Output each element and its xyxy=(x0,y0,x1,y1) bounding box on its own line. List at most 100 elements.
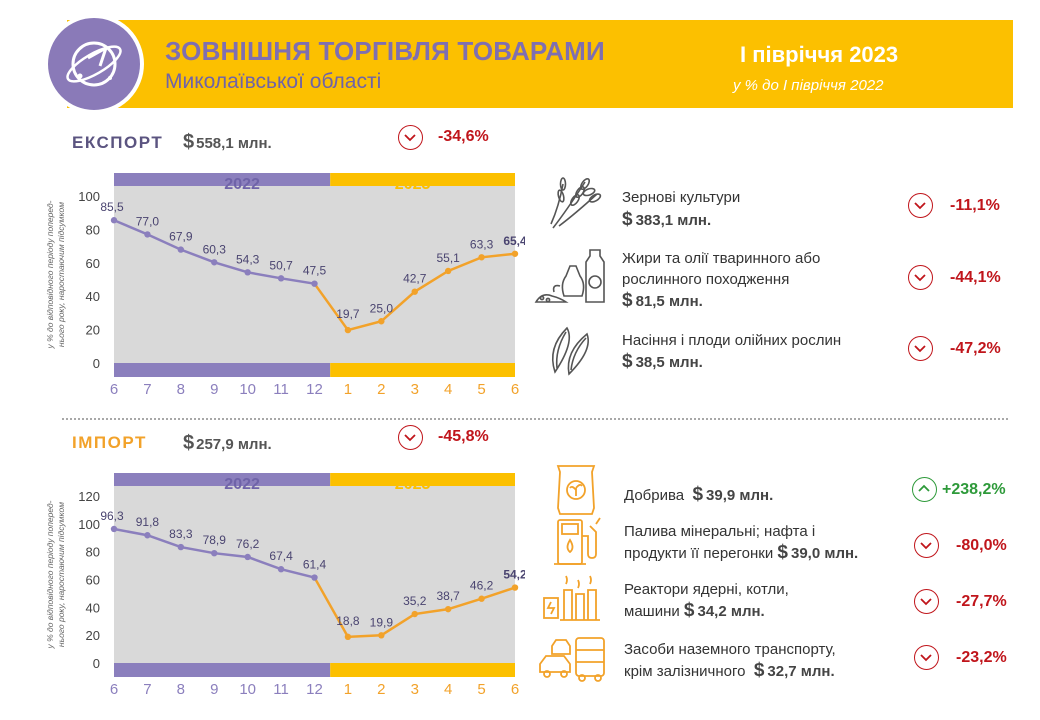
export-data-point xyxy=(211,259,218,266)
export-product-change: -44,1% xyxy=(950,269,1001,286)
power-plant-icon xyxy=(540,570,604,628)
import-band-2022 xyxy=(114,473,331,486)
export-plot-background xyxy=(114,186,515,363)
import-data-point xyxy=(211,549,218,557)
export-y-tick: 100 xyxy=(78,189,100,204)
export-data-label: 54,3 xyxy=(236,252,260,266)
logo xyxy=(44,14,144,114)
export-data-label: 50,7 xyxy=(269,258,293,272)
export-x-tick: 9 xyxy=(210,381,218,398)
comparison-label: у % до І півріччя 2022 xyxy=(733,77,884,94)
export-product-value: $38,5 млн. xyxy=(622,351,703,372)
export-product-value-text: 38,5 млн. xyxy=(635,354,703,371)
import-data-point xyxy=(244,553,251,561)
import-x-tick: 11 xyxy=(273,681,289,698)
import-data-label: 18,8 xyxy=(336,614,360,628)
export-total: $558,1 млн. xyxy=(183,131,272,153)
import-data-label: 35,2 xyxy=(403,594,427,608)
page-title: ЗОВНІШНЯ ТОРГІВЛЯ ТОВАРАМИ xyxy=(165,36,605,66)
wheat-icon xyxy=(545,170,605,229)
export-x-tick: 7 xyxy=(143,381,151,398)
import-y-tick: 120 xyxy=(78,489,100,504)
import-product-value: 39,9 млн. xyxy=(706,487,774,504)
import-year-label-2022: 2022 xyxy=(224,476,260,493)
export-data-point xyxy=(110,217,118,224)
import-y-axis-label: у % до відповідного періоду поперед- xyxy=(45,500,55,649)
page-subtitle: Миколаївської області xyxy=(165,70,382,93)
import-total: $257,9 млн. xyxy=(183,432,272,454)
up-arrow-icon xyxy=(912,477,937,502)
export-product-name: Жири та олії тваринного або xyxy=(622,250,821,267)
export-x-tick: 10 xyxy=(239,381,256,398)
down-arrow-icon xyxy=(914,533,939,558)
export-y-tick: 80 xyxy=(86,222,100,237)
export-product-name-line2: рослинного походження xyxy=(622,271,790,288)
export-product-value-text: 383,1 млн. xyxy=(635,212,712,229)
export-x-tick: 5 xyxy=(477,381,485,398)
import-y-tick: 100 xyxy=(78,517,100,532)
import-x-tick: 1 xyxy=(344,681,352,698)
header-band xyxy=(67,20,1013,108)
export-product-value-text: 81,5 млн. xyxy=(635,293,703,310)
export-data-point xyxy=(511,250,519,257)
down-arrow-icon xyxy=(398,125,423,150)
export-data-label: 63,3 xyxy=(470,237,494,251)
import-data-point xyxy=(277,566,285,573)
import-y-tick: 20 xyxy=(86,628,100,643)
down-arrow-icon xyxy=(914,589,939,614)
import-product-change: -80,0% xyxy=(956,537,1007,554)
import-change: -45,8% xyxy=(438,428,489,445)
export-x-tick: 3 xyxy=(411,381,419,398)
import-x-tick: 6 xyxy=(511,681,519,698)
export-data-point xyxy=(177,246,185,253)
export-y-tick: 20 xyxy=(86,323,100,338)
import-bottom-band-2023 xyxy=(330,663,515,677)
sunflower-seeds-icon xyxy=(545,318,605,376)
import-product-value: 34,2 млн. xyxy=(697,603,765,620)
import-product-change: +238,2% xyxy=(942,481,1006,498)
export-chart: 2022 2023 0 20 40 60 80 100 у % до відповідного … xyxy=(45,155,525,398)
export-bottom-band-2023 xyxy=(330,363,515,377)
import-product-row: продукти її перегонки $39,0 млн. xyxy=(624,542,859,563)
import-y-tick: 80 xyxy=(86,545,100,560)
import-x-tick: 4 xyxy=(444,681,452,698)
import-product-name: Палива мінеральні; нафта і xyxy=(624,523,816,540)
export-data-point xyxy=(378,318,385,325)
export-bottom-band-2022 xyxy=(114,363,331,377)
import-product-name-line2: машини xyxy=(624,603,680,620)
import-x-tick: 7 xyxy=(143,681,151,698)
oil-bottles-icon xyxy=(530,246,606,304)
import-total-value: 257,9 млн. xyxy=(196,436,272,453)
import-data-label: 76,2 xyxy=(236,537,260,551)
import-x-tick: 10 xyxy=(239,681,256,698)
export-data-label: 55,1 xyxy=(436,251,460,265)
export-data-point xyxy=(244,269,251,276)
export-y-tick: 60 xyxy=(86,256,100,271)
import-y-axis-label-line2: нього року, наростаючим підсумком xyxy=(56,502,66,647)
globe-with-arrow-icon xyxy=(66,41,122,87)
export-data-point xyxy=(478,254,485,261)
import-product-change: -27,7% xyxy=(956,593,1007,610)
import-y-tick: 0 xyxy=(93,656,100,671)
down-arrow-icon xyxy=(908,336,933,361)
export-data-point xyxy=(144,231,151,238)
export-x-tick: 11 xyxy=(273,381,289,398)
export-data-point xyxy=(444,267,452,275)
import-y-tick: 40 xyxy=(86,600,100,615)
export-data-point xyxy=(411,288,418,295)
import-data-point xyxy=(411,610,418,618)
import-label: ІМПОРТ xyxy=(72,433,147,452)
import-data-label: 46,2 xyxy=(470,579,494,593)
export-data-label: 25,0 xyxy=(370,301,394,315)
export-data-label: 42,7 xyxy=(403,272,427,286)
export-data-label: 77,0 xyxy=(136,214,160,228)
export-product-value: $81,5 млн. xyxy=(622,290,703,311)
export-data-point xyxy=(311,280,318,287)
import-product-name-line2: продукти її перегонки xyxy=(624,545,774,562)
import-x-tick: 8 xyxy=(177,681,185,698)
vehicles-icon xyxy=(536,632,608,690)
import-data-label: 96,3 xyxy=(100,509,124,523)
import-band-2023 xyxy=(330,473,515,486)
import-product-change: -23,2% xyxy=(956,649,1007,666)
export-product-name: Насіння і плоди олійних рослин xyxy=(622,332,842,349)
